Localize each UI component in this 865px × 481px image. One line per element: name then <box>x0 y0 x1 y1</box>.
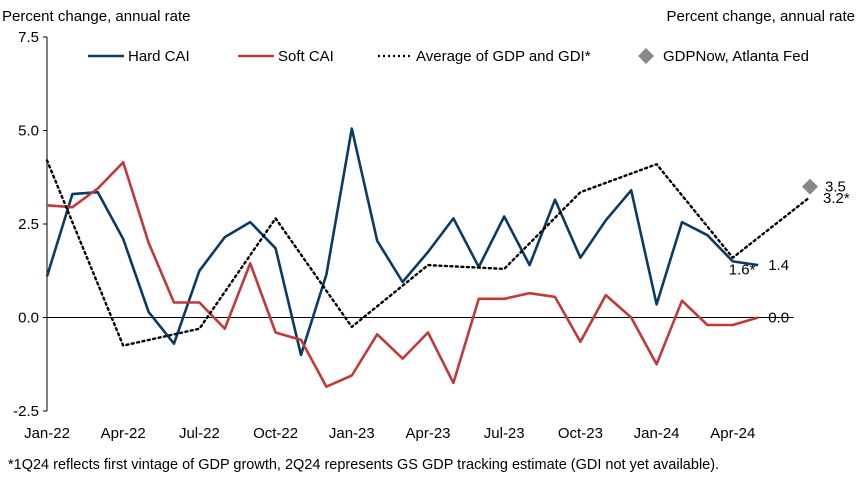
x-tick-label: Oct-23 <box>558 425 603 442</box>
y-tick-label: -2.5 <box>13 403 39 420</box>
series-line-hard-cai <box>45 127 759 357</box>
x-tick-label: Oct-22 <box>253 425 298 442</box>
series-layer <box>45 127 811 388</box>
x-tick-label: Jan-24 <box>634 425 680 442</box>
y-tick-label: 5.0 <box>18 123 39 140</box>
legend: Hard CAI Soft CAI Average of GDP and GDI… <box>88 48 809 65</box>
legend-label-soft-cai: Soft CAI <box>278 48 334 65</box>
data-label: 3.2* <box>823 190 850 207</box>
x-axis: Jan-22 Apr-22 Jul-22 Oct-22 Jan-23 Apr-23 Jul-… <box>24 317 794 442</box>
series-line-average-of-gdp-and-gdi <box>45 159 811 347</box>
legend-swatch-gdpnow <box>638 48 654 64</box>
y-tick-label: 7.5 <box>18 29 39 46</box>
footnote: *1Q24 reflects first vintage of GDP grow… <box>8 457 719 473</box>
x-tick-label: Jan-23 <box>329 425 375 442</box>
y-tick-label: 0.0 <box>18 310 39 327</box>
x-tick-label: Apr-23 <box>405 425 450 442</box>
legend-label-gdpnow: GDPNow, Atlanta Fed <box>663 48 809 65</box>
right-axis-title: Percent change, annual rate <box>667 8 855 25</box>
data-label: 0.0 <box>768 310 789 327</box>
x-tick-label: Jul-22 <box>179 425 220 442</box>
series-line-soft-cai <box>46 161 759 388</box>
legend-label-average-gdp-gdi: Average of GDP and GDI* <box>416 48 591 65</box>
annotation-layer: 3.53.2* 1.6* 1.4 0.0 <box>729 179 850 327</box>
data-label: 1.4 <box>768 257 789 274</box>
gdpnow-marker <box>802 178 818 195</box>
data-label: 1.6* <box>729 262 756 279</box>
x-tick-label: Jul-23 <box>484 425 525 442</box>
x-tick-label: Jan-22 <box>24 425 70 442</box>
y-axis: 7.5 5.0 2.5 0.0 -2.5 <box>13 29 48 420</box>
marker-layer <box>802 178 818 195</box>
y-tick-label: 2.5 <box>18 216 39 233</box>
x-tick-label: Apr-24 <box>710 425 755 442</box>
left-axis-title: Percent change, annual rate <box>2 8 190 25</box>
legend-label-hard-cai: Hard CAI <box>128 48 190 65</box>
x-tick-label: Apr-22 <box>101 425 146 442</box>
data-label: 3.5 <box>825 179 846 196</box>
